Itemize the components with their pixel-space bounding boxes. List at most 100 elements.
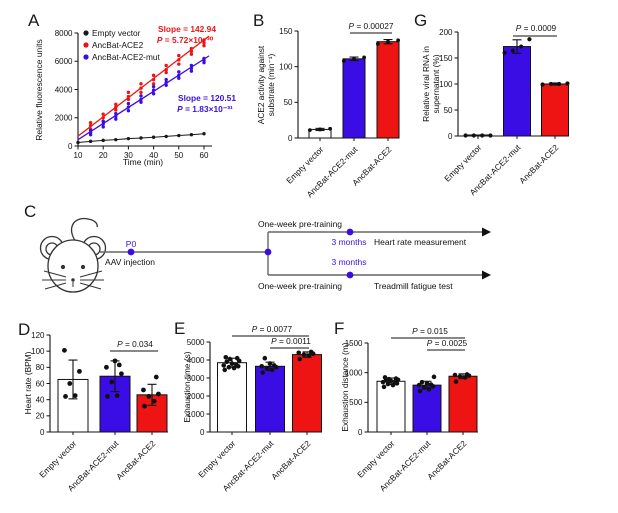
p-value-annotation: P = 1.83×10⁻³¹ <box>177 104 233 114</box>
data-point <box>177 62 181 66</box>
y-tick-label: 0 <box>40 428 45 437</box>
data-point <box>260 370 266 375</box>
y-tick-label: 60 <box>36 379 45 388</box>
data-point <box>114 105 118 109</box>
data-point <box>142 403 147 409</box>
data-point <box>234 355 240 361</box>
data-point <box>390 382 396 388</box>
y-tick-label: 100 <box>279 62 293 71</box>
x-tick-label: 50 <box>174 151 183 160</box>
data-point <box>297 356 303 362</box>
data-point <box>271 363 277 368</box>
data-point <box>318 127 322 132</box>
data-point <box>233 362 239 367</box>
data-point <box>164 80 168 85</box>
data-point <box>202 44 206 48</box>
timeline-dots <box>127 228 354 279</box>
data-point <box>362 55 367 60</box>
fit-line <box>77 55 210 141</box>
y-tick-label: 8000 <box>55 29 73 38</box>
data-point <box>101 138 105 143</box>
bar <box>412 384 442 433</box>
data-point <box>164 134 168 139</box>
data-point <box>419 379 425 385</box>
mouse-icon <box>39 217 107 293</box>
p-value-label: P = 0.00027 <box>349 21 394 31</box>
data-point <box>231 365 237 371</box>
y-tick-label: 1000 <box>345 368 363 377</box>
data-point <box>565 81 570 86</box>
data-point <box>227 356 233 362</box>
y-tick-label: 50 <box>444 106 453 115</box>
data-point <box>177 58 181 62</box>
data-point <box>375 41 380 46</box>
data-point <box>151 135 156 139</box>
data-point <box>264 365 270 371</box>
data-point <box>101 112 105 116</box>
data-point <box>164 83 168 87</box>
x-tick-label: 60 <box>200 151 209 160</box>
data-point <box>126 94 131 99</box>
x-tick-label: 20 <box>99 151 108 160</box>
data-point <box>189 63 194 68</box>
y-tick-label: 200 <box>439 28 453 37</box>
data-point <box>421 385 427 390</box>
data-point <box>63 394 68 399</box>
x-axis-title: Time (min) <box>123 157 163 167</box>
y-tick-label: 3000 <box>187 374 205 383</box>
data-point <box>189 49 194 54</box>
data-point <box>457 374 463 379</box>
data-point <box>126 90 131 95</box>
category-label: Empty vector <box>196 438 237 479</box>
data-point <box>126 105 131 109</box>
data-point <box>386 39 390 44</box>
data-point <box>431 374 437 380</box>
p-value-label: P = 0.0077 <box>252 324 293 334</box>
data-point <box>269 367 275 373</box>
category-label: AncBat-ACE2 <box>517 142 561 186</box>
y-tick-label: 500 <box>349 398 363 407</box>
data-point <box>424 381 430 386</box>
y-tick-label: 80 <box>36 363 45 372</box>
data-point <box>426 386 432 392</box>
y-tick-label: 0 <box>358 428 363 437</box>
panel-e-label: E <box>174 319 186 338</box>
panel-d-chart: 0 20 40 60 80 100 120 Heart rate (BPM) Empty vec… <box>23 331 168 493</box>
data-point <box>221 363 227 368</box>
data-point <box>101 116 105 120</box>
data-point <box>146 394 152 399</box>
data-point <box>519 44 524 49</box>
p-value-annotation: P = 5.72×10⁻³⁰ <box>157 35 214 45</box>
data-point <box>119 371 124 377</box>
panel-g-label: G <box>414 11 428 30</box>
legend-marker <box>83 42 89 48</box>
panel-a-label: A <box>28 11 40 30</box>
data-point <box>151 84 156 89</box>
y-axis-title: supernatant (%) <box>431 54 441 113</box>
legend-marker <box>83 54 89 60</box>
data-point <box>540 82 545 87</box>
data-point <box>177 76 181 80</box>
data-point <box>151 73 156 78</box>
data-point <box>101 125 105 129</box>
data-point <box>164 63 168 68</box>
data-point <box>386 376 392 382</box>
bar <box>255 365 285 433</box>
bar <box>136 394 168 433</box>
y-tick-label: 100 <box>31 347 45 356</box>
data-point <box>202 41 206 45</box>
data-point <box>114 117 118 121</box>
data-point <box>471 133 476 138</box>
panel-a-chart: 0 2000 4000 6000 8000 10 20 30 40 50 60 Time (min) R… <box>34 24 236 167</box>
panel-g-chart: 0 50 100 150 200 Relative viral RNA in superna… <box>421 23 570 197</box>
data-point <box>76 140 80 145</box>
y-axis-title: substrate (min⁻¹) <box>266 54 276 117</box>
months-bottom-label: 3 months <box>332 257 367 267</box>
y-tick-label: 1500 <box>345 339 363 348</box>
data-point <box>224 359 230 365</box>
data-point <box>428 382 434 387</box>
data-point <box>105 394 110 399</box>
p-value-label: P = 0.0011 <box>271 336 311 346</box>
data-point <box>527 37 532 42</box>
y-axis-title: Relative viral RNA in <box>421 46 431 122</box>
